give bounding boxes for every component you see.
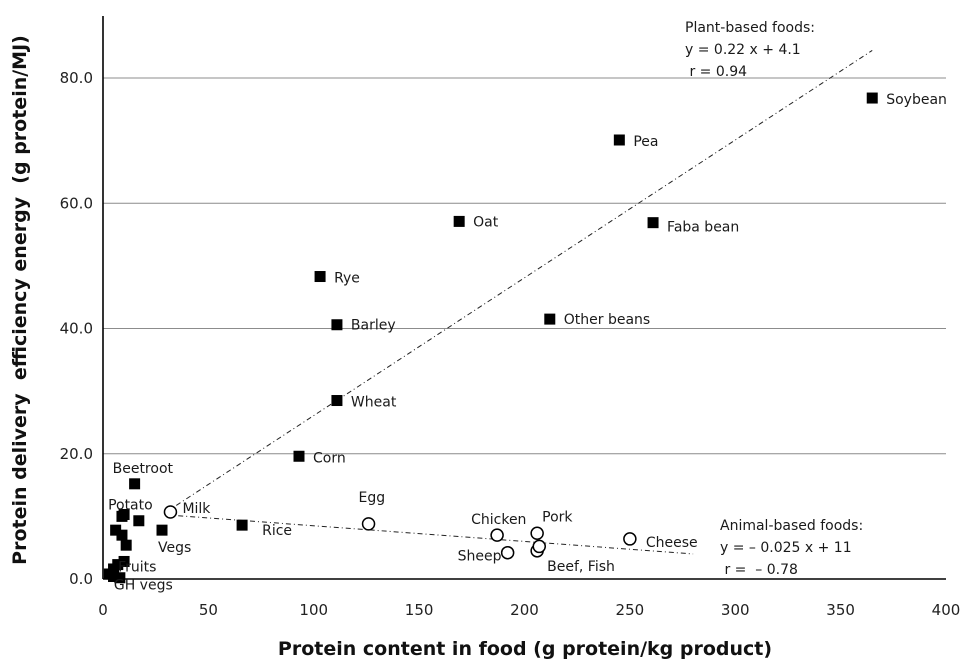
animal-point-egg — [361, 517, 376, 531]
x-tick-label: 400 — [932, 601, 961, 619]
x-tick-label: 350 — [826, 601, 855, 619]
animal-point-cheese — [623, 532, 637, 546]
point-label: Egg — [359, 490, 386, 506]
point-label: Beetroot — [113, 461, 174, 477]
point-label: Pork — [542, 509, 573, 525]
animal-point-chicken — [490, 528, 504, 542]
plant-point-fruits — [118, 555, 130, 567]
plant-r-value: r = 0.94 — [685, 64, 747, 80]
trendlines — [165, 50, 873, 555]
plant-point-faba-bean — [647, 217, 659, 229]
point-label: Pea — [633, 134, 658, 150]
point-label: Fruits — [118, 559, 156, 575]
animal-equation: y = – 0.025 x + 11 — [720, 540, 852, 556]
point-label: Corn — [313, 450, 346, 466]
y-tick-label: 40.0 — [60, 320, 93, 338]
point-label: Sheep — [458, 549, 502, 565]
point-label: Beef, Fish — [547, 559, 615, 575]
plant-point — [120, 539, 132, 551]
y-tick-label: 60.0 — [60, 194, 93, 212]
plant-point-rice — [236, 519, 248, 531]
plant-point — [133, 515, 145, 527]
point-label: Barley — [351, 318, 396, 334]
x-tick-label: 0 — [98, 601, 108, 619]
plant-trendline — [165, 50, 873, 513]
data-points — [103, 92, 878, 584]
plant-equation: y = 0.22 x + 4.1 — [685, 42, 801, 58]
plant-point-beetroot — [129, 478, 141, 490]
plant-point-other-beans — [544, 313, 556, 325]
point-labels: Soybean Pea Faba bean Oat Rye Barley Other bea… — [108, 92, 947, 594]
point-label: Potato — [108, 497, 153, 513]
animal-point — [532, 539, 547, 554]
point-label: Soybean — [886, 92, 947, 108]
animal-point-milk — [163, 505, 178, 519]
y-axis-title: Protein delivery efficiency energy (g pr… — [9, 35, 31, 565]
gridlines — [103, 77, 946, 455]
x-tick-label: 50 — [199, 601, 218, 619]
x-tick-label: 200 — [510, 601, 539, 619]
animal-point-sheep — [500, 545, 515, 560]
animal-equation-title: Animal-based foods: — [720, 518, 863, 534]
point-label: Other beans — [564, 312, 650, 328]
plant-point-vegs — [156, 524, 168, 536]
y-tick-label: 0.0 — [69, 570, 93, 588]
plant-point-rye — [314, 271, 326, 283]
point-label: Oat — [473, 214, 499, 230]
plant-point-barley — [331, 319, 343, 331]
animal-trendline — [166, 514, 694, 555]
x-axis-title: Protein content in food (g protein/kg pr… — [278, 638, 772, 660]
point-label: Chicken — [471, 512, 526, 528]
animal-r-value: r = – 0.78 — [720, 562, 798, 578]
point-label: GH vegs — [114, 578, 173, 594]
axes: 0.0 20.0 40.0 60.0 80.0 0 50 100 150 200 250 300 350… — [60, 16, 961, 619]
point-label: Wheat — [351, 395, 397, 411]
plant-point-oat — [453, 215, 465, 227]
animal-point-pork — [530, 526, 544, 541]
y-tick-label: 80.0 — [60, 69, 93, 87]
plant-point — [116, 510, 128, 522]
point-label: Cheese — [646, 535, 698, 551]
x-tick-label: 250 — [616, 601, 645, 619]
plant-point-soybean — [866, 92, 878, 104]
point-label: Faba bean — [667, 220, 739, 236]
plant-point-wheat — [331, 395, 343, 407]
plant-point — [110, 524, 122, 536]
plant-point-gh-vegs — [114, 572, 126, 584]
plant-point-pea — [613, 134, 625, 146]
trend-annotations: Plant-based foods: y = 0.22 x + 4.1 r = … — [685, 20, 863, 578]
x-tick-label: 300 — [721, 601, 750, 619]
point-label: Rye — [334, 271, 360, 287]
x-tick-label: 150 — [405, 601, 434, 619]
plant-point — [108, 570, 120, 582]
plant-point — [116, 529, 128, 541]
point-label: Vegs — [158, 540, 191, 556]
plant-equation-title: Plant-based foods: — [685, 20, 815, 36]
y-tick-label: 20.0 — [60, 445, 93, 463]
x-tick-label: 100 — [299, 601, 328, 619]
point-label: Milk — [182, 501, 211, 517]
plant-point-corn — [293, 450, 305, 462]
point-label: Rice — [262, 523, 292, 539]
